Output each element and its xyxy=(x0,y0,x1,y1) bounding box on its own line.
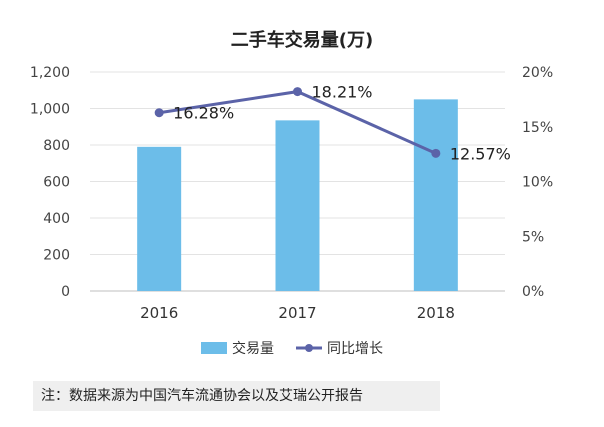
y-right-tick-label: 0% xyxy=(522,284,544,300)
y-left-tick-label: 200 xyxy=(43,248,70,264)
line-point xyxy=(431,148,441,158)
x-tick-label: 2017 xyxy=(278,304,316,322)
bar xyxy=(413,99,458,291)
y-right-tick-label: 15% xyxy=(522,120,553,136)
x-axis: 2016 2017 2018 xyxy=(140,304,455,322)
y-right-tick-label: 5% xyxy=(522,229,544,245)
legend-label-growth: 同比增长 xyxy=(327,341,383,357)
line-point xyxy=(293,87,302,97)
legend-swatch-volume xyxy=(201,342,227,354)
x-tick-label: 2016 xyxy=(140,304,178,322)
data-label: 18.21% xyxy=(312,83,373,102)
y-left-tick-label: 1,200 xyxy=(30,65,70,81)
data-label: 12.57% xyxy=(450,144,511,163)
y-left-tick-label: 1,000 xyxy=(30,102,70,118)
y-right-tick-label: 20% xyxy=(522,65,553,81)
bars xyxy=(137,99,458,291)
y-axis-right: 0% 5% 10% 15% 20% xyxy=(522,65,553,300)
source-note: 注：数据来源为中国汽车流通协会以及艾瑞公开报告 xyxy=(33,381,440,411)
bar xyxy=(137,146,182,291)
legend: 交易量 同比增长 xyxy=(201,340,383,357)
x-tick-label: 2018 xyxy=(417,304,455,322)
data-label: 16.28% xyxy=(173,104,234,123)
y-axis-left: 0 200 400 600 800 1,000 1,200 xyxy=(30,65,70,300)
y-right-tick-label: 10% xyxy=(522,175,553,191)
growth-line: 16.28% 18.21% 12.57% xyxy=(154,83,511,163)
bar xyxy=(275,120,320,291)
legend-label-volume: 交易量 xyxy=(232,340,274,357)
y-left-tick-label: 800 xyxy=(43,138,70,154)
line-point xyxy=(154,108,164,118)
y-left-tick-label: 0 xyxy=(61,284,70,300)
chart-title: 二手车交易量(万) xyxy=(231,29,373,51)
y-left-tick-label: 400 xyxy=(43,211,70,227)
y-left-tick-label: 600 xyxy=(43,175,70,191)
legend-swatch-growth-marker xyxy=(305,344,313,352)
